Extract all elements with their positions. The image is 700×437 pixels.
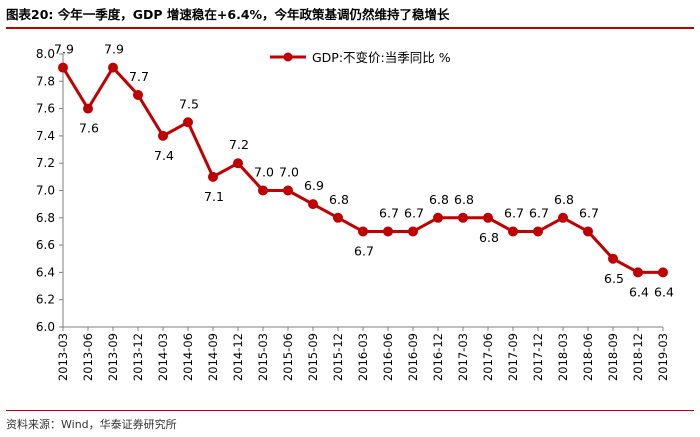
data-label: 7.9 (104, 42, 124, 57)
data-label: 7.7 (129, 69, 149, 84)
data-point (508, 226, 518, 237)
series-line (61, 66, 663, 274)
data-label: 6.7 (529, 205, 549, 220)
data-point (658, 267, 668, 278)
data-label: 6.8 (429, 192, 449, 207)
x-tick-label: 2019-03 (656, 333, 670, 381)
data-point (408, 226, 418, 237)
data-label: 6.8 (479, 230, 499, 245)
x-tick-label: 2013-09 (106, 333, 120, 381)
source-note: 资料来源：Wind，华泰证券研究所 (6, 418, 177, 431)
x-tick-label: 2018-12 (631, 333, 645, 381)
data-point (633, 267, 643, 278)
data-point (383, 226, 393, 237)
y-tick-label: 6.6 (36, 238, 55, 252)
y-tick-label: 7.0 (36, 184, 55, 198)
data-label: 7.5 (179, 96, 199, 111)
data-label: 6.4 (654, 284, 674, 299)
data-point (108, 62, 118, 73)
data-point (133, 89, 143, 100)
data-label: 6.7 (354, 243, 374, 258)
x-tick-label: 2018-09 (606, 333, 620, 381)
data-label: 6.8 (329, 192, 349, 207)
x-tick-label: 2016-06 (381, 333, 395, 381)
y-tick-label: 7.6 (36, 102, 55, 116)
y-tick-label: 6.4 (36, 265, 55, 279)
data-point (433, 212, 443, 223)
legend-label: GDP:不变价:当季同比 % (312, 50, 451, 65)
x-tick-label: 2015-03 (256, 333, 270, 381)
data-label: 7.6 (79, 121, 99, 136)
y-tick-label: 7.2 (36, 156, 55, 170)
legend-marker (283, 52, 293, 62)
x-tick-label: 2013-06 (81, 333, 95, 381)
x-tick-label: 2017-03 (456, 333, 470, 381)
data-label: 6.8 (554, 192, 574, 207)
data-point (233, 158, 243, 169)
x-tick-label: 2018-03 (556, 333, 570, 381)
data-label: 6.8 (454, 192, 474, 207)
x-tick-label: 2013-03 (56, 333, 70, 381)
data-label: 7.0 (254, 165, 274, 180)
x-tick-label: 2016-12 (431, 333, 445, 381)
data-point (308, 199, 318, 210)
data-point (333, 212, 343, 223)
data-label: 7.9 (54, 42, 74, 57)
x-tick-label: 2014-03 (156, 333, 170, 381)
data-point (458, 212, 468, 223)
data-label: 6.9 (304, 178, 324, 193)
data-point (283, 185, 293, 196)
x-tick-label: 2015-12 (331, 333, 345, 381)
data-point (558, 212, 568, 223)
data-point (583, 226, 593, 237)
data-label: 6.7 (379, 205, 399, 220)
x-tick-label: 2018-06 (581, 333, 595, 381)
x-tick-label: 2013-12 (131, 333, 145, 381)
data-label: 7.1 (204, 189, 224, 204)
data-label: 7.0 (279, 165, 299, 180)
x-tick-label: 2015-09 (306, 333, 320, 381)
x-tick-label: 2014-12 (231, 333, 245, 381)
x-tick-label: 2014-06 (181, 333, 195, 381)
x-tick-label: 2017-06 (481, 333, 495, 381)
y-tick-label: 6.8 (36, 211, 55, 225)
x-tick-label: 2017-09 (506, 333, 520, 381)
y-tick-label: 8.0 (36, 47, 55, 61)
y-tick-label: 6.2 (36, 293, 55, 307)
data-point (533, 226, 543, 237)
data-point (608, 253, 618, 264)
data-label: 6.7 (404, 205, 424, 220)
data-label: 7.4 (154, 148, 174, 163)
data-label: 6.5 (604, 271, 624, 286)
data-label: 6.7 (504, 205, 524, 220)
data-point (258, 185, 268, 196)
x-tick-label: 2015-06 (281, 333, 295, 381)
source-divider (6, 410, 694, 411)
data-point (58, 62, 68, 73)
x-tick-label: 2017-12 (531, 333, 545, 381)
data-label: 7.2 (229, 137, 249, 152)
y-tick-label: 7.8 (36, 74, 55, 88)
data-point (83, 103, 93, 114)
data-label: 6.4 (629, 284, 649, 299)
y-tick-label: 6.0 (36, 320, 55, 334)
data-point (208, 171, 218, 182)
data-point (158, 130, 168, 141)
chart-title: 图表20: 今年一季度，GDP 增速稳在+6.4%，今年政策基调仍然维持了稳增长 (6, 7, 450, 22)
y-tick-label: 7.4 (36, 129, 55, 143)
data-label: 6.7 (579, 205, 599, 220)
x-tick-label: 2016-09 (406, 333, 420, 381)
data-point (483, 212, 493, 223)
data-point (183, 117, 193, 128)
x-tick-label: 2014-09 (206, 333, 220, 381)
x-tick-label: 2016-03 (356, 333, 370, 381)
title-divider (6, 27, 694, 29)
data-point (358, 226, 368, 237)
